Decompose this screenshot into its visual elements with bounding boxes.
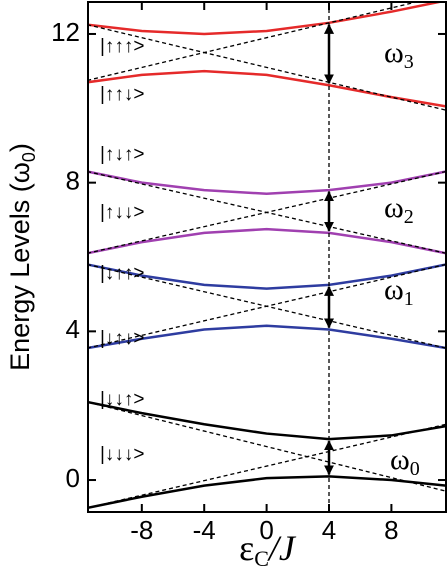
state-label: |↓↓↓> — [100, 444, 145, 465]
state-label: |↑↓↑> — [100, 144, 145, 165]
annotation: ω3 — [384, 36, 414, 73]
state-label: |↓↓↑> — [100, 389, 145, 410]
diabatic-line — [88, 263, 446, 349]
annotation-symbol: ω — [384, 273, 404, 306]
annotation-sub: 1 — [404, 288, 414, 310]
diabatic-line — [88, 423, 446, 509]
energy-curve — [88, 475, 446, 510]
y-tick-label: 4 — [66, 314, 80, 344]
y-tick-label: 12 — [51, 17, 80, 47]
annotation-sub: 2 — [404, 206, 414, 228]
state-label: |↑↓↓> — [100, 202, 145, 223]
x-label-part: ε — [239, 528, 254, 568]
energy-curve — [88, 227, 446, 255]
state-label: |↑↑↑> — [100, 36, 145, 57]
energy-curve — [88, 263, 446, 290]
annotation: ω1 — [384, 273, 414, 310]
y-label-part: ) — [5, 143, 35, 152]
diabatic-line — [88, 401, 446, 492]
energy-curve — [88, 400, 446, 441]
x-label-part: /J — [267, 528, 297, 568]
x-tick-label: 4 — [322, 515, 336, 545]
energy-curve — [88, 324, 446, 350]
plot-area — [88, 2, 446, 512]
diabatic-line — [88, 2, 420, 81]
annotation-symbol: ω — [390, 443, 410, 476]
state-label: |↑↑↓> — [100, 84, 145, 105]
annotation: ω2 — [384, 191, 414, 228]
energy-curve — [88, 170, 446, 196]
y-tick-label: 0 — [66, 463, 80, 493]
annotation: ω0 — [390, 443, 420, 480]
diabatic-line — [88, 170, 446, 254]
x-label-sub: C — [254, 546, 269, 571]
annotation-symbol: ω — [384, 191, 404, 224]
x-tick-label: 0 — [259, 515, 273, 545]
x-axis-label: εC/J — [239, 528, 297, 571]
energy-curve — [88, 2, 445, 36]
annotation-sub: 3 — [404, 51, 414, 73]
energy-curve — [88, 69, 446, 108]
y-tick-label: 8 — [66, 166, 80, 196]
y-label-sub: 0 — [19, 152, 39, 162]
x-tick-label: 8 — [384, 515, 398, 545]
x-tick-label: -8 — [130, 515, 153, 545]
y-label-part: Energy Levels (ω — [5, 162, 35, 371]
diabatic-line — [88, 24, 446, 111]
state-label: |↓↑↑> — [100, 263, 145, 284]
x-tick-label: -4 — [193, 515, 216, 545]
annotation-sub: 0 — [410, 458, 420, 480]
y-axis-label: Energy Levels (ω0) — [5, 143, 39, 371]
state-label: |↓↑↓> — [100, 328, 145, 349]
annotation-symbol: ω — [384, 36, 404, 69]
